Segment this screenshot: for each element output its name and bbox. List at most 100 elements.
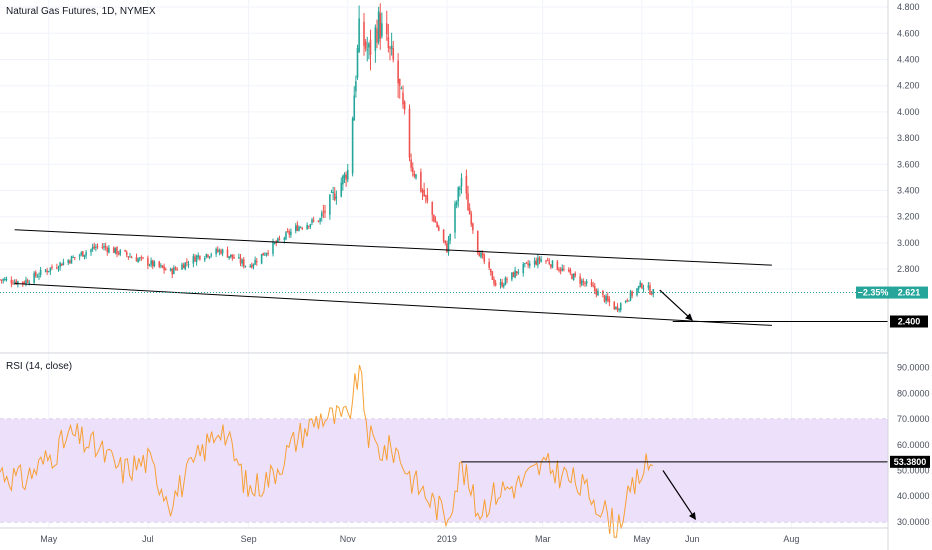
candle-body bbox=[28, 282, 31, 284]
candle-body bbox=[504, 277, 507, 286]
price-tick-label: 4.200 bbox=[897, 81, 920, 91]
candle-body bbox=[0, 279, 1, 281]
candle-body bbox=[480, 252, 482, 258]
candle-body bbox=[255, 260, 258, 263]
candle-body bbox=[278, 238, 281, 240]
price-tick-label: 3.000 bbox=[897, 238, 920, 248]
candle-body bbox=[333, 193, 336, 200]
candle-body bbox=[569, 269, 572, 274]
candle-body bbox=[38, 275, 40, 277]
price-axis[interactable]: 4.800 4.600 4.400 4.200 4.000 3.800 3.600 3.400… bbox=[897, 2, 920, 274]
candle-body bbox=[301, 227, 304, 229]
candle-body bbox=[400, 88, 403, 90]
candle-body bbox=[584, 283, 586, 285]
candle-body bbox=[649, 285, 651, 295]
main-legend[interactable]: Natural Gas Futures, 1D, NYMEX bbox=[6, 6, 156, 17]
rsi-tick-label: 60.0000 bbox=[897, 440, 930, 450]
candle-body bbox=[220, 250, 222, 254]
candle-body bbox=[78, 255, 81, 257]
candle-body bbox=[322, 211, 325, 213]
candle-body bbox=[228, 256, 230, 259]
rsi-tick-label: 50.0000 bbox=[897, 466, 930, 476]
candle-body bbox=[571, 274, 573, 280]
candle-body bbox=[299, 227, 302, 229]
candle-body bbox=[119, 250, 122, 255]
candle-body bbox=[559, 269, 562, 272]
candle-body bbox=[602, 290, 604, 295]
candle-body bbox=[582, 281, 585, 283]
candle-body bbox=[358, 18, 360, 52]
price-tick-label: 3.200 bbox=[897, 212, 920, 222]
candle-body bbox=[148, 264, 151, 266]
candle-body bbox=[83, 254, 86, 258]
candle-body bbox=[26, 280, 29, 283]
candle-body bbox=[251, 264, 253, 268]
candle-body bbox=[641, 283, 643, 289]
candle-body bbox=[207, 254, 209, 258]
candle-body bbox=[426, 195, 429, 201]
candle-body bbox=[182, 264, 185, 269]
candle-body bbox=[489, 268, 492, 273]
candle-body bbox=[517, 272, 520, 274]
candle-body bbox=[244, 265, 247, 267]
candle-body bbox=[36, 276, 39, 278]
candle-body bbox=[153, 261, 156, 267]
rsi-tick-label: 90.0000 bbox=[897, 363, 930, 373]
candle-body bbox=[385, 23, 388, 35]
candle-body bbox=[470, 213, 473, 225]
candle-body bbox=[369, 39, 372, 55]
candle-body bbox=[192, 256, 195, 264]
candle-body bbox=[379, 13, 382, 39]
time-tick-label: Nov bbox=[340, 534, 357, 544]
candle-body bbox=[454, 203, 456, 233]
candle-body bbox=[290, 231, 292, 236]
candle-body bbox=[151, 260, 154, 267]
candle-body bbox=[446, 243, 448, 253]
candle-body bbox=[460, 177, 463, 187]
candle-body bbox=[387, 37, 390, 48]
rsi-tick-label: 40.0000 bbox=[897, 491, 930, 501]
candle-body bbox=[140, 256, 143, 258]
candle-body bbox=[319, 218, 321, 222]
time-tick-label: 2019 bbox=[437, 534, 457, 544]
candle-body bbox=[459, 187, 461, 190]
candle-body bbox=[199, 255, 201, 260]
candle-body bbox=[17, 281, 19, 285]
candle-body bbox=[51, 266, 53, 268]
candle-body bbox=[216, 249, 219, 252]
candle-body bbox=[556, 261, 559, 271]
candle-body bbox=[528, 263, 531, 266]
candle-body bbox=[176, 269, 178, 271]
candle-body bbox=[272, 242, 274, 254]
candle-body bbox=[114, 247, 117, 253]
rsi-tick-label: 30.0000 bbox=[897, 517, 930, 527]
candle-body bbox=[631, 291, 633, 296]
candle-body bbox=[364, 41, 367, 49]
candle-body bbox=[116, 247, 118, 255]
candle-body bbox=[239, 257, 242, 264]
candle-body bbox=[0, 279, 3, 281]
rsi-legend[interactable]: RSI (14, close) bbox=[6, 361, 72, 372]
candle-body bbox=[478, 253, 481, 257]
candle-body bbox=[262, 252, 265, 256]
candle-body bbox=[356, 47, 359, 78]
candle-body bbox=[125, 252, 128, 256]
candle-body bbox=[535, 260, 538, 265]
candle-body bbox=[491, 271, 494, 280]
candle-body bbox=[636, 288, 638, 296]
candle-body bbox=[533, 260, 536, 265]
candle-body bbox=[606, 295, 609, 301]
candle-body bbox=[307, 225, 310, 227]
candle-body bbox=[434, 220, 437, 223]
candle-body bbox=[171, 269, 174, 275]
candle-body bbox=[420, 172, 422, 192]
change-badge bbox=[856, 286, 890, 299]
rsi-axis[interactable]: 90.0000 80.0000 70.0000 60.0000 50.0000 40.00… bbox=[897, 363, 930, 527]
candle-body bbox=[415, 174, 417, 179]
time-axis[interactable]: May Jul Sep Nov 2019 Mar May Jun Aug bbox=[40, 534, 799, 544]
candle-body bbox=[138, 257, 141, 259]
candle-body bbox=[72, 256, 74, 258]
change-text: −2.35% bbox=[858, 288, 889, 298]
candle-body bbox=[124, 250, 126, 252]
